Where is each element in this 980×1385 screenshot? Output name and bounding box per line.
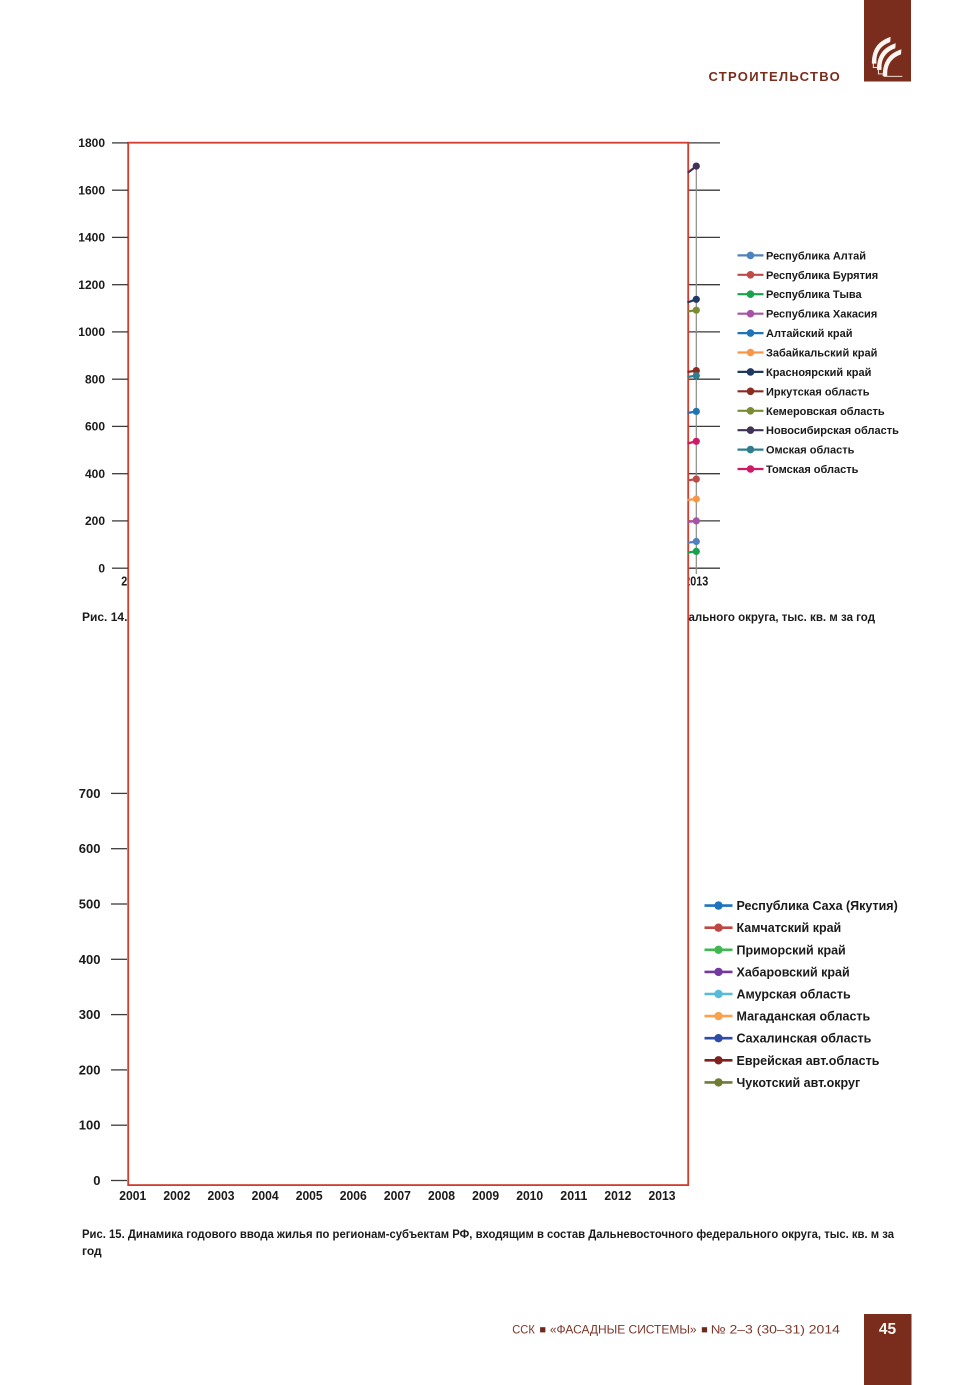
svg-text:Еврейская авт.область: Еврейская авт.область: [737, 1054, 880, 1068]
svg-text:Приморский край: Приморский край: [737, 943, 846, 957]
svg-text:Рис. 15. Динамика годового вво: Рис. 15. Динамика годового ввода жилья п…: [82, 1227, 894, 1241]
svg-text:0: 0: [98, 562, 105, 576]
svg-text:Красноярский край: Красноярский край: [766, 367, 871, 379]
svg-text:2002: 2002: [163, 1188, 190, 1203]
svg-text:2007: 2007: [384, 1188, 411, 1203]
svg-text:Иркутская область: Иркутская область: [766, 386, 870, 398]
svg-text:Магаданская область: Магаданская область: [737, 1010, 871, 1024]
svg-text:Забайкальский край: Забайкальский край: [766, 348, 877, 360]
svg-text:600: 600: [85, 420, 105, 434]
svg-text:2013: 2013: [649, 1188, 676, 1203]
svg-text:2006: 2006: [340, 1188, 367, 1203]
svg-text:2010: 2010: [516, 1188, 543, 1203]
svg-text:год: год: [82, 1244, 102, 1258]
svg-text:№ 2–3 (30–31) 2014: № 2–3 (30–31) 2014: [711, 1323, 841, 1337]
svg-text:Камчатский край: Камчатский край: [737, 921, 842, 935]
svg-text:Чукотский авт.округ: Чукотский авт.округ: [737, 1076, 861, 1090]
svg-text:1400: 1400: [78, 231, 105, 245]
svg-text:2013: 2013: [684, 574, 708, 589]
svg-text:1800: 1800: [78, 136, 105, 150]
svg-text:Омская область: Омская область: [766, 445, 855, 457]
svg-text:ального округа, тыс. кв. м за: ального округа, тыс. кв. м за год: [689, 610, 876, 624]
svg-text:600: 600: [79, 841, 101, 856]
svg-text:2012: 2012: [604, 1188, 631, 1203]
svg-text:Томская область: Томская область: [766, 464, 859, 476]
svg-text:Сахалинская область: Сахалинская область: [737, 1032, 872, 1046]
svg-text:2001: 2001: [119, 1188, 146, 1203]
svg-text:0: 0: [93, 1173, 100, 1188]
svg-text:800: 800: [85, 373, 105, 387]
svg-text:400: 400: [85, 467, 105, 481]
svg-text:2009: 2009: [472, 1188, 499, 1203]
svg-text:100: 100: [79, 1118, 101, 1133]
svg-text:Амурская область: Амурская область: [737, 988, 851, 1002]
svg-text:1200: 1200: [78, 278, 105, 292]
svg-text:Хабаровский край: Хабаровский край: [737, 965, 850, 979]
svg-text:ССК: ССК: [512, 1323, 535, 1337]
svg-text:1000: 1000: [78, 325, 105, 339]
svg-text:2011: 2011: [560, 1188, 587, 1203]
svg-text:45: 45: [879, 1321, 897, 1338]
svg-text:2008: 2008: [428, 1188, 455, 1203]
svg-text:700: 700: [79, 786, 101, 801]
svg-text:400: 400: [79, 952, 101, 967]
svg-text:2005: 2005: [296, 1188, 323, 1203]
svg-text:Новосибирская область: Новосибирская область: [766, 425, 899, 437]
svg-text:Республика Хакасия: Республика Хакасия: [766, 309, 877, 321]
svg-text:200: 200: [79, 1062, 101, 1077]
svg-text:Кемеровская область: Кемеровская область: [766, 406, 885, 418]
svg-text:СТРОИТЕЛЬСТВО: СТРОИТЕЛЬСТВО: [708, 69, 841, 84]
svg-text:Республика Алтай: Республика Алтай: [766, 250, 866, 262]
svg-text:Республика Бурятия: Республика Бурятия: [766, 270, 878, 282]
svg-text:2004: 2004: [252, 1188, 280, 1203]
svg-text:2003: 2003: [208, 1188, 235, 1203]
svg-text:300: 300: [79, 1007, 101, 1022]
svg-text:500: 500: [79, 897, 101, 912]
svg-text:1600: 1600: [78, 184, 105, 198]
svg-text:«ФАСАДНЫЕ СИСТЕМЫ»: «ФАСАДНЫЕ СИСТЕМЫ»: [550, 1323, 697, 1337]
svg-text:Алтайский край: Алтайский край: [766, 328, 853, 340]
svg-text:200: 200: [85, 514, 105, 528]
svg-text:Республика Саха (Якутия): Республика Саха (Якутия): [737, 899, 898, 913]
svg-text:Республика Тыва: Республика Тыва: [766, 289, 862, 301]
svg-text:Рис. 14.: Рис. 14.: [82, 610, 127, 624]
